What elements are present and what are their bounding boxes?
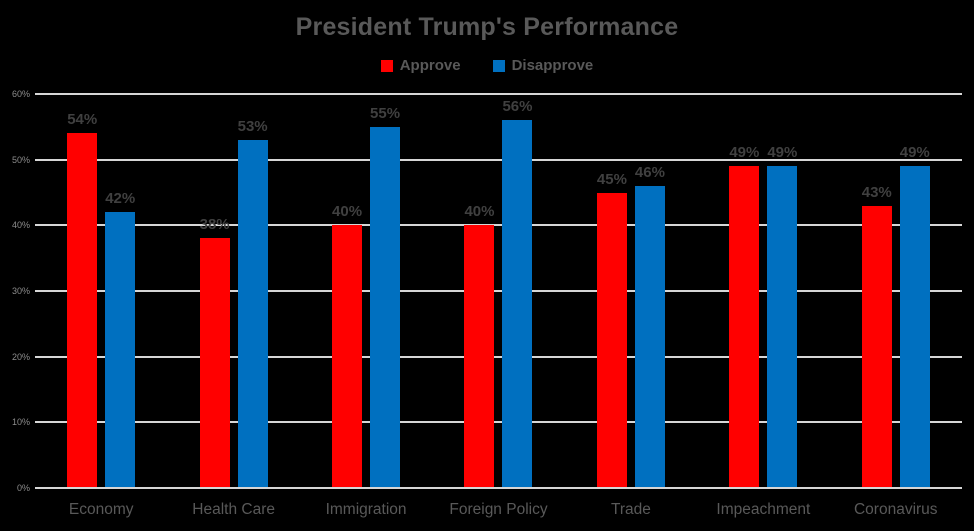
category-label: Coronavirus — [853, 501, 938, 518]
bar-value-label: 40% — [332, 203, 363, 221]
chart-title: President Trump's Performance — [295, 13, 679, 41]
bar-value-label: 38% — [199, 216, 230, 234]
bar-disapprove: 49% — [767, 144, 797, 488]
bar-disapprove: 49% — [900, 144, 930, 488]
bar-value-label: 49% — [899, 144, 930, 162]
bar-approve: 43% — [862, 184, 892, 488]
bar-disapprove: 55% — [370, 105, 400, 488]
legend-label: Approve — [399, 57, 461, 74]
bar-approve: 54% — [67, 111, 97, 488]
gridline — [35, 355, 962, 358]
bar-value-label: 53% — [237, 117, 268, 135]
bar-approve: 40% — [464, 203, 495, 488]
bar-value-label: 54% — [67, 111, 98, 129]
bar-group: 49% 49% — [697, 94, 829, 488]
legend-label: Disapprove — [511, 57, 594, 74]
y-axis: 0% 10% 20% 30% 40% 50% 60% — [0, 89, 30, 493]
bar-approve: 40% — [332, 203, 362, 488]
bar-value-label: 49% — [729, 144, 760, 162]
bar-group: 38% 53% — [167, 94, 299, 488]
category-label: Health Care — [192, 501, 275, 518]
gridline — [35, 421, 962, 424]
bar-approve: 38% — [200, 216, 230, 488]
bar-value-label: 56% — [502, 98, 533, 116]
category-label: Economy — [68, 501, 134, 518]
bar-value-label: 55% — [370, 104, 401, 122]
bar-group: 40% 55% — [300, 94, 432, 488]
bar-disapprove: 56% — [502, 98, 533, 488]
x-axis-line — [35, 487, 962, 489]
bar-value-label: 45% — [596, 170, 627, 188]
category-label: Foreign Policy — [449, 501, 548, 518]
bar-value-label: 40% — [464, 203, 495, 221]
legend-item: Approve — [380, 57, 461, 74]
x-axis: Economy Health Care Immigration Foreign Pol… — [35, 501, 962, 525]
bar-value-label: 42% — [105, 190, 136, 208]
gridline — [35, 290, 962, 292]
legend: Approve Disapprove — [0, 57, 974, 74]
y-axis-tick-label: 40% — [11, 220, 30, 231]
y-axis-tick-label: 60% — [11, 88, 30, 99]
bar-value-label: 46% — [634, 163, 665, 181]
y-axis-tick-label: 0% — [16, 482, 30, 493]
gridline — [35, 93, 962, 95]
bar-disapprove: 53% — [238, 118, 268, 488]
y-axis-tick-label: 20% — [11, 351, 30, 362]
bar-disapprove: 46% — [635, 164, 665, 488]
bar-group: 45% 46% — [565, 94, 697, 488]
bar-disapprove: 42% — [105, 190, 135, 488]
legend-swatch-approve — [380, 59, 393, 72]
bar-group: 43% 49% — [830, 94, 962, 488]
bar-group: 54% 42% — [35, 94, 167, 488]
y-axis-tick-label: 50% — [11, 154, 30, 165]
bar-approve: 49% — [729, 144, 759, 488]
bar-value-label: 49% — [767, 144, 798, 162]
category-label: Immigration — [325, 501, 407, 518]
legend-swatch-disapprove — [492, 59, 505, 72]
gridline — [35, 224, 962, 227]
legend-item: Disapprove — [492, 57, 594, 74]
y-axis-tick-label: 30% — [11, 285, 30, 296]
category-label: Impeachment — [716, 501, 811, 518]
bar-group: 40% 56% — [432, 94, 564, 488]
plot-area: 54% 42% 38% 53% 40% 55% 40% 56% 45% 46% 49% 49% 43% 4… — [35, 93, 962, 489]
category-label: Trade — [610, 501, 651, 518]
gridline — [35, 158, 962, 161]
bar-value-label: 43% — [861, 183, 892, 201]
bar-approve: 45% — [597, 171, 627, 488]
y-axis-tick-label: 10% — [11, 417, 30, 428]
